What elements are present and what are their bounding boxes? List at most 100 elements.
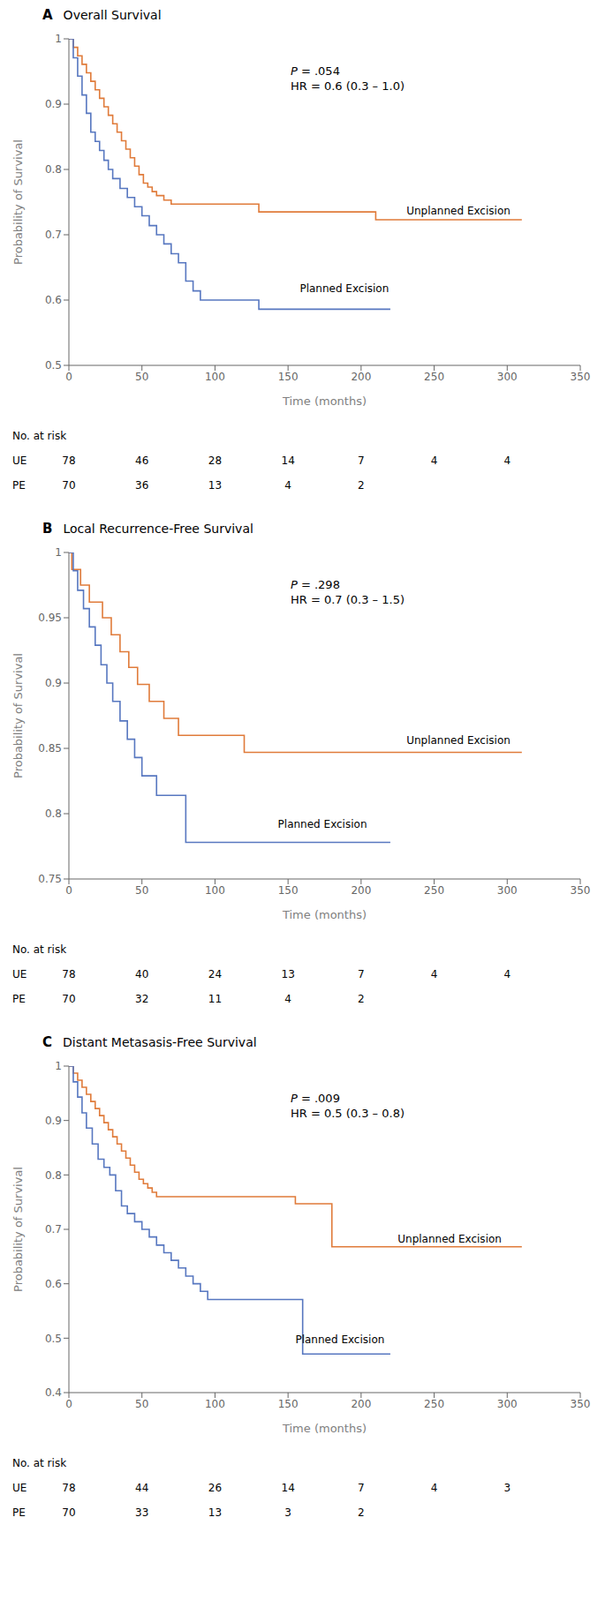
svg-text:2: 2 (357, 479, 365, 492)
svg-text:28: 28 (208, 454, 222, 468)
svg-text:0.9: 0.9 (45, 1115, 62, 1128)
svg-text:2: 2 (357, 993, 365, 1006)
svg-text:4: 4 (503, 454, 511, 468)
svg-text:0: 0 (65, 370, 73, 384)
svg-text:78: 78 (61, 968, 76, 982)
svg-text:0: 0 (65, 884, 73, 898)
svg-text:UE: UE (12, 454, 27, 468)
svg-text:100: 100 (204, 370, 226, 384)
svg-text:Time (months): Time (months) (281, 1422, 367, 1437)
svg-text:200: 200 (350, 370, 371, 384)
svg-text:0.5: 0.5 (45, 359, 62, 372)
svg-text:UE: UE (12, 968, 27, 982)
svg-text:0.6: 0.6 (45, 294, 62, 307)
svg-text:0.6: 0.6 (45, 1278, 62, 1292)
svg-text:3: 3 (284, 1507, 292, 1521)
svg-text:PE: PE (12, 993, 26, 1006)
svg-text:250: 250 (423, 884, 445, 898)
svg-text:Time (months): Time (months) (281, 908, 367, 923)
svg-text:26: 26 (208, 1482, 222, 1496)
svg-text:No. at risk: No. at risk (12, 944, 67, 957)
svg-text:7: 7 (357, 454, 365, 468)
svg-text:Unplanned Excision: Unplanned Excision (406, 204, 511, 218)
svg-text:13: 13 (208, 1507, 222, 1521)
svg-text:200: 200 (350, 1399, 371, 1412)
svg-text:0.8: 0.8 (45, 163, 62, 176)
svg-text:36: 36 (135, 479, 149, 492)
svg-text:4: 4 (431, 968, 439, 982)
svg-text:14: 14 (281, 454, 295, 468)
svg-text:350: 350 (570, 1399, 591, 1412)
svg-text:0.85: 0.85 (37, 742, 62, 756)
svg-text:Probability of Survival: Probability of Survival (11, 1167, 25, 1294)
svg-text:UE: UE (12, 1482, 27, 1496)
svg-text:2: 2 (357, 1507, 365, 1521)
svg-text:250: 250 (423, 370, 445, 384)
svg-text:Probability of Survival: Probability of Survival (11, 653, 25, 779)
svg-text:350: 350 (570, 884, 591, 898)
svg-text:0.9: 0.9 (45, 98, 62, 111)
svg-text:78: 78 (61, 454, 76, 468)
svg-text:PE: PE (12, 1507, 26, 1521)
svg-text:4: 4 (431, 1482, 439, 1496)
svg-text:1: 1 (54, 1060, 62, 1074)
svg-text:300: 300 (497, 884, 518, 898)
svg-text:50: 50 (135, 884, 149, 898)
svg-text:100: 100 (204, 1399, 226, 1412)
svg-text:0.5: 0.5 (45, 1333, 62, 1347)
svg-text:1: 1 (54, 32, 62, 46)
svg-text:4: 4 (284, 993, 292, 1006)
svg-text:4: 4 (284, 479, 292, 492)
svg-text:4: 4 (503, 968, 511, 982)
svg-text:33: 33 (135, 1507, 149, 1521)
svg-text:0.9: 0.9 (45, 677, 62, 690)
svg-text:Planned Excision: Planned Excision (278, 818, 368, 832)
svg-text:3: 3 (503, 1482, 511, 1496)
svg-text:0.95: 0.95 (37, 612, 62, 625)
svg-text:7: 7 (357, 968, 365, 982)
svg-text:PE: PE (12, 479, 26, 492)
svg-text:150: 150 (278, 1399, 299, 1412)
svg-text:11: 11 (208, 993, 222, 1006)
svg-text:Unplanned Excision: Unplanned Excision (406, 734, 511, 748)
svg-text:4: 4 (431, 454, 439, 468)
svg-text:No. at risk: No. at risk (12, 430, 67, 443)
svg-text:200: 200 (350, 884, 371, 898)
svg-text:Probability of Survival: Probability of Survival (11, 139, 25, 265)
svg-text:0.8: 0.8 (45, 808, 62, 821)
svg-text:300: 300 (497, 1399, 518, 1412)
svg-text:0.4: 0.4 (45, 1387, 62, 1400)
svg-text:78: 78 (61, 1482, 76, 1496)
svg-text:250: 250 (423, 1399, 445, 1412)
svg-text:70: 70 (61, 479, 76, 492)
svg-text:13: 13 (281, 968, 295, 982)
svg-text:150: 150 (278, 884, 299, 898)
svg-text:70: 70 (61, 1507, 76, 1521)
svg-text:Planned Excision: Planned Excision (294, 1334, 385, 1347)
svg-text:300: 300 (497, 370, 518, 384)
svg-text:0.7: 0.7 (45, 1224, 62, 1237)
svg-text:150: 150 (278, 370, 299, 384)
svg-text:Planned Excision: Planned Excision (299, 282, 389, 295)
svg-text:Time (months): Time (months) (281, 394, 367, 409)
svg-text:0.8: 0.8 (45, 1170, 62, 1183)
svg-text:14: 14 (281, 1482, 295, 1496)
svg-text:70: 70 (61, 993, 76, 1006)
svg-text:24: 24 (208, 968, 222, 982)
svg-text:44: 44 (135, 1482, 149, 1496)
svg-text:0.7: 0.7 (45, 228, 62, 242)
svg-text:40: 40 (135, 968, 149, 982)
svg-text:0: 0 (65, 1399, 73, 1412)
svg-text:350: 350 (570, 370, 591, 384)
svg-text:1: 1 (54, 546, 62, 560)
svg-text:No. at risk: No. at risk (12, 1458, 67, 1471)
svg-text:32: 32 (135, 993, 149, 1006)
svg-text:0.75: 0.75 (37, 873, 62, 886)
svg-text:46: 46 (135, 454, 149, 468)
svg-text:13: 13 (208, 479, 222, 492)
svg-text:Unplanned Excision: Unplanned Excision (397, 1233, 502, 1247)
svg-text:50: 50 (135, 1399, 149, 1412)
svg-text:7: 7 (357, 1482, 365, 1496)
svg-text:50: 50 (135, 370, 149, 384)
svg-text:100: 100 (204, 884, 226, 898)
